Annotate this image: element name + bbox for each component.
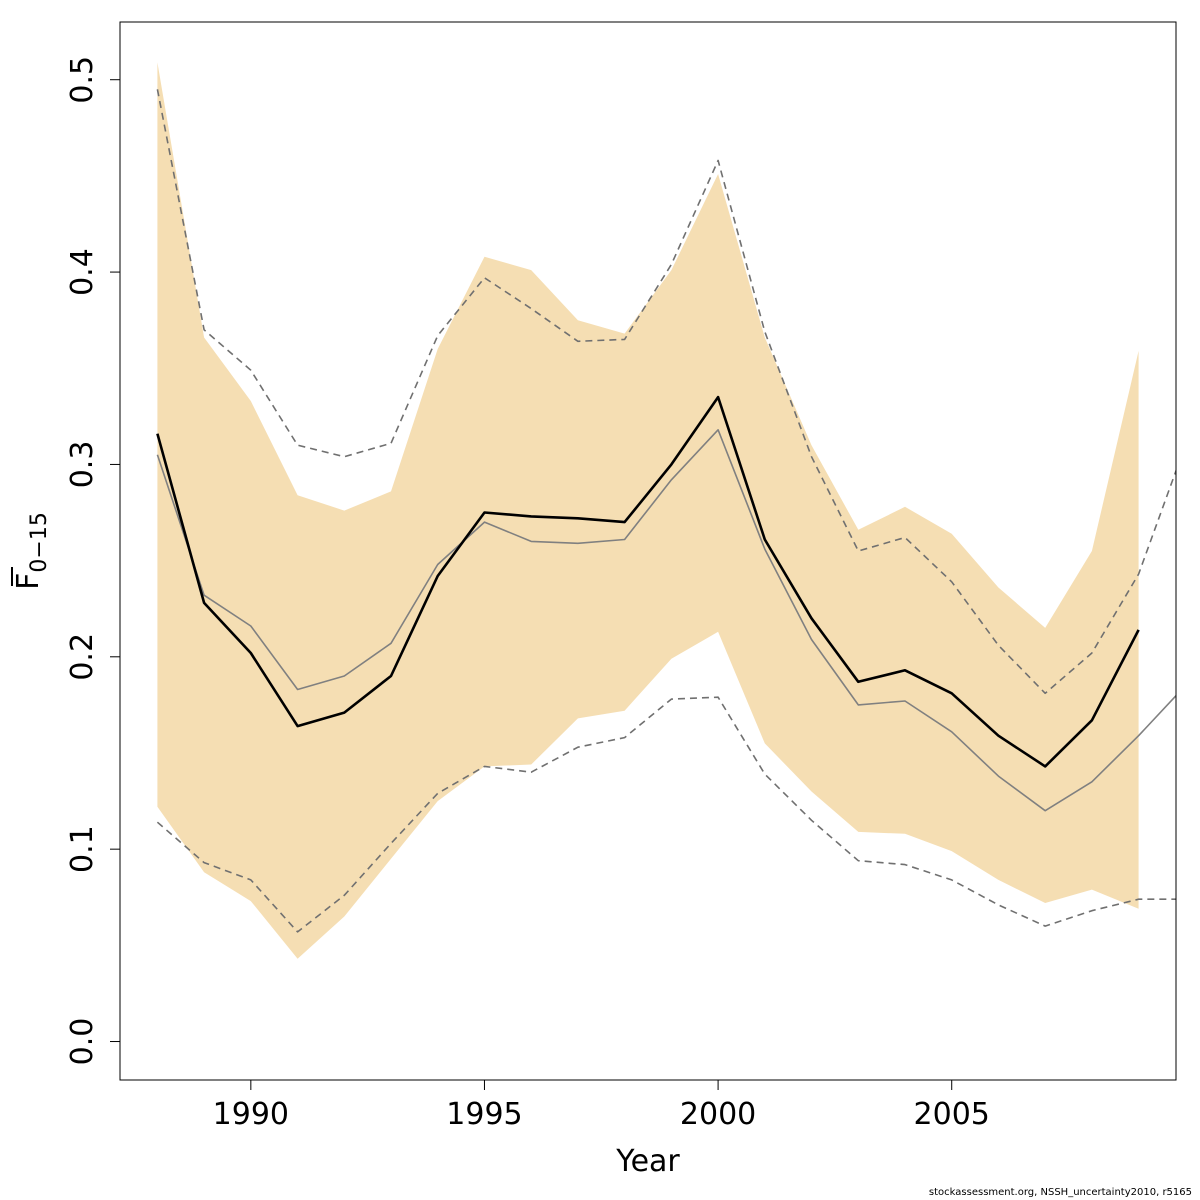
series-line-median — [156, 428, 1176, 812]
x-tick-label: 2000 — [680, 1097, 756, 1132]
y-tick-label: 0.5 — [65, 56, 100, 104]
x-tick-label: 1995 — [446, 1097, 522, 1132]
y-tick-label: 0.1 — [65, 825, 100, 873]
footer-credit: stockassessment.org, NSSH_uncertainty201… — [928, 1187, 1192, 1198]
series-layer — [156, 89, 1176, 933]
x-axis-label: Year — [615, 1144, 680, 1179]
y-tick-label: 0.2 — [65, 633, 100, 681]
x-tick-label: 2005 — [914, 1097, 990, 1132]
x-tick-label: 1990 — [213, 1097, 289, 1132]
y-tick-label: 0.4 — [65, 248, 100, 296]
x-axis: 1990 1995 2000 2005 — [213, 1079, 990, 1132]
y-tick-label: 0.0 — [65, 1018, 100, 1066]
y-axis-label-subscript: 0−15 — [27, 512, 52, 572]
y-axis-label-base: F — [11, 573, 46, 590]
y-tick-label: 0.3 — [65, 441, 100, 489]
y-axis: 0.0 0.1 0.2 0.3 0.4 0.5 — [65, 56, 121, 1066]
svg-text:F0−15: F0−15 — [11, 512, 52, 590]
series-line-point-estimate — [156, 395, 1140, 768]
y-axis-label: F0−15 — [11, 512, 52, 590]
series-line-lower-bound — [156, 696, 1176, 933]
